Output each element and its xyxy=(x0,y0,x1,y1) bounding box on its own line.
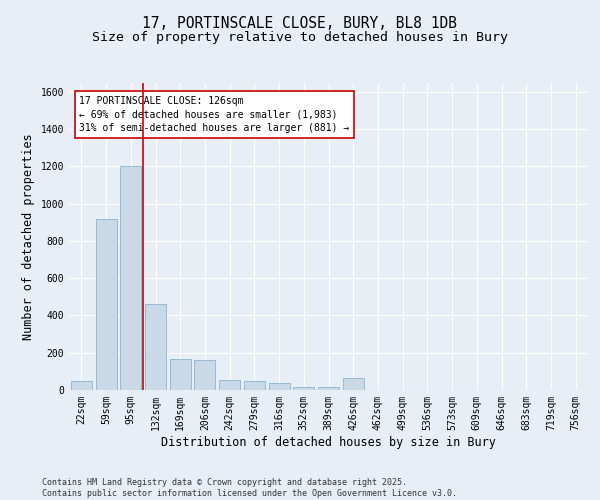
Text: 17, PORTINSCALE CLOSE, BURY, BL8 1DB: 17, PORTINSCALE CLOSE, BURY, BL8 1DB xyxy=(143,16,458,32)
Bar xyxy=(145,304,166,390)
Text: Size of property relative to detached houses in Bury: Size of property relative to detached ho… xyxy=(92,32,508,44)
Bar xyxy=(269,384,290,390)
Y-axis label: Number of detached properties: Number of detached properties xyxy=(22,133,35,340)
Bar xyxy=(71,380,92,390)
Bar xyxy=(120,166,141,390)
X-axis label: Distribution of detached houses by size in Bury: Distribution of detached houses by size … xyxy=(161,436,496,448)
Bar xyxy=(244,380,265,390)
Bar xyxy=(219,380,240,390)
Bar xyxy=(293,387,314,390)
Bar xyxy=(343,378,364,390)
Text: Contains HM Land Registry data © Crown copyright and database right 2025.
Contai: Contains HM Land Registry data © Crown c… xyxy=(42,478,457,498)
Text: 17 PORTINSCALE CLOSE: 126sqm
← 69% of detached houses are smaller (1,983)
31% of: 17 PORTINSCALE CLOSE: 126sqm ← 69% of de… xyxy=(79,96,350,132)
Bar xyxy=(170,359,191,390)
Bar xyxy=(194,360,215,390)
Bar xyxy=(95,218,116,390)
Bar xyxy=(318,387,339,390)
